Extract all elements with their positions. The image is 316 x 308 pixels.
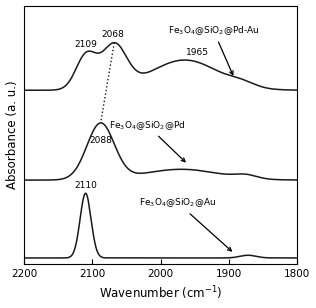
Text: Fe$_3$O$_4$@SiO$_2$@Au: Fe$_3$O$_4$@SiO$_2$@Au — [139, 197, 231, 251]
Text: Fe$_3$O$_4$@SiO$_2$@Pd: Fe$_3$O$_4$@SiO$_2$@Pd — [109, 119, 185, 162]
Text: 2088: 2088 — [89, 136, 112, 145]
Text: 2068: 2068 — [101, 30, 124, 39]
X-axis label: Wavenumber (cm$^{-1}$): Wavenumber (cm$^{-1}$) — [99, 285, 222, 302]
Text: 2110: 2110 — [74, 181, 97, 190]
Text: 1965: 1965 — [186, 48, 209, 57]
Text: 2109: 2109 — [75, 40, 98, 49]
Text: Fe$_3$O$_4$@SiO$_2$@Pd-Au: Fe$_3$O$_4$@SiO$_2$@Pd-Au — [167, 24, 259, 75]
Y-axis label: Absorbance (a. u.): Absorbance (a. u.) — [6, 81, 19, 189]
